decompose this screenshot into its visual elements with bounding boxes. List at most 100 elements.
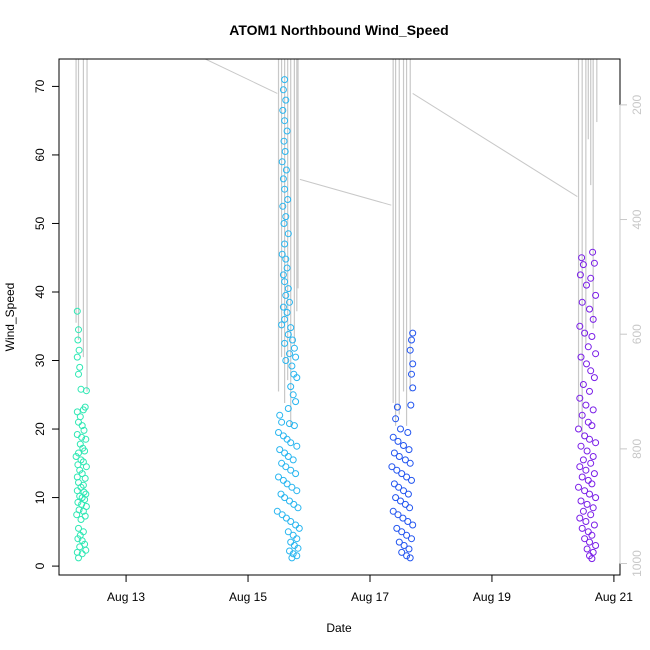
scatter-series-3 — [388, 329, 417, 562]
data-point — [287, 383, 295, 391]
data-point — [282, 255, 290, 263]
data-point — [282, 96, 290, 104]
data-point — [276, 411, 284, 419]
data-point — [581, 535, 589, 543]
data-point — [75, 554, 82, 562]
y-tick-label: 30 — [33, 354, 47, 368]
data-point — [393, 524, 401, 532]
data-point — [583, 500, 591, 508]
x-axis: Aug 13 Aug 15 Aug 17 Aug 19 Aug 21 — [107, 574, 633, 604]
data-point — [408, 535, 415, 543]
data-point — [278, 250, 286, 258]
data-point — [582, 401, 590, 409]
data-point — [408, 476, 415, 484]
data-point — [287, 466, 295, 474]
data-point — [75, 449, 82, 457]
data-point — [584, 343, 592, 351]
data-point — [590, 374, 598, 382]
data-point — [74, 535, 82, 543]
data-point — [409, 521, 417, 529]
x-axis-label: Date — [326, 621, 352, 635]
data-point — [281, 494, 289, 502]
x-tick-label: Aug 13 — [107, 590, 145, 604]
data-point — [400, 442, 407, 449]
data-point — [392, 494, 400, 502]
data-point — [587, 367, 595, 375]
y-tick-label: 10 — [33, 491, 47, 505]
data-point — [406, 554, 414, 562]
data-point — [79, 507, 87, 515]
data-point — [279, 432, 287, 440]
data-point — [278, 459, 286, 467]
data-point — [407, 401, 415, 409]
data-point — [588, 555, 596, 563]
scatter-series-2 — [273, 76, 303, 562]
data-point — [589, 406, 597, 414]
pressure-connector-line — [412, 92, 578, 198]
data-point — [589, 504, 597, 512]
data-point — [281, 315, 289, 323]
data-point — [293, 442, 301, 450]
data-point — [284, 331, 292, 338]
data-point — [279, 86, 287, 94]
pressure-connector-line — [89, 58, 278, 94]
data-point — [395, 483, 403, 491]
data-point — [581, 329, 589, 337]
data-point — [398, 548, 406, 556]
plot-frame — [58, 58, 621, 576]
y-tick-label: 20 — [33, 422, 47, 436]
data-point — [394, 511, 402, 519]
data-point — [586, 387, 593, 395]
data-point — [75, 524, 82, 532]
data-point — [588, 531, 596, 539]
data-point — [289, 336, 296, 344]
y-axis-left: 0 10 20 30 40 50 60 70 — [33, 79, 60, 569]
data-point — [390, 449, 398, 457]
data-point — [581, 487, 589, 495]
data-point — [578, 254, 586, 262]
data-point — [588, 480, 596, 488]
data-point — [74, 498, 82, 506]
data-point — [395, 453, 403, 460]
data-point — [81, 474, 89, 482]
data-point — [590, 259, 598, 267]
data-point — [400, 542, 408, 549]
data-point — [388, 463, 396, 471]
y-tick-label: 70 — [33, 79, 47, 93]
data-point — [278, 511, 286, 519]
y-tick-label: 60 — [33, 148, 47, 162]
data-point — [290, 422, 298, 430]
data-point — [276, 446, 284, 454]
data-point — [579, 456, 587, 464]
data-point — [584, 418, 592, 426]
data-point — [75, 370, 82, 378]
data-point — [278, 321, 286, 329]
data-point — [579, 381, 587, 388]
data-point — [590, 470, 598, 478]
data-point — [281, 185, 289, 193]
data-point — [279, 271, 287, 279]
data-point — [286, 350, 293, 358]
data-point — [288, 483, 296, 491]
data-point — [73, 307, 81, 315]
y-tick-label: 0 — [33, 562, 47, 569]
data-point — [286, 298, 293, 306]
data-point — [280, 220, 288, 227]
data-point — [584, 528, 592, 536]
data-point — [397, 497, 404, 505]
data-point — [406, 346, 414, 354]
data-point — [72, 453, 80, 460]
data-point — [404, 490, 412, 498]
data-point — [592, 291, 600, 299]
data-point — [295, 524, 303, 532]
data-point — [583, 360, 590, 368]
data-point — [281, 76, 289, 84]
scatter-series-4 — [575, 248, 600, 563]
scatter-series-1 — [72, 307, 90, 562]
data-point — [287, 324, 295, 332]
data-point — [283, 264, 291, 272]
data-point — [283, 127, 291, 135]
data-point — [293, 374, 301, 382]
pressure-trace-layer — [75, 58, 598, 438]
data-point — [576, 463, 584, 471]
